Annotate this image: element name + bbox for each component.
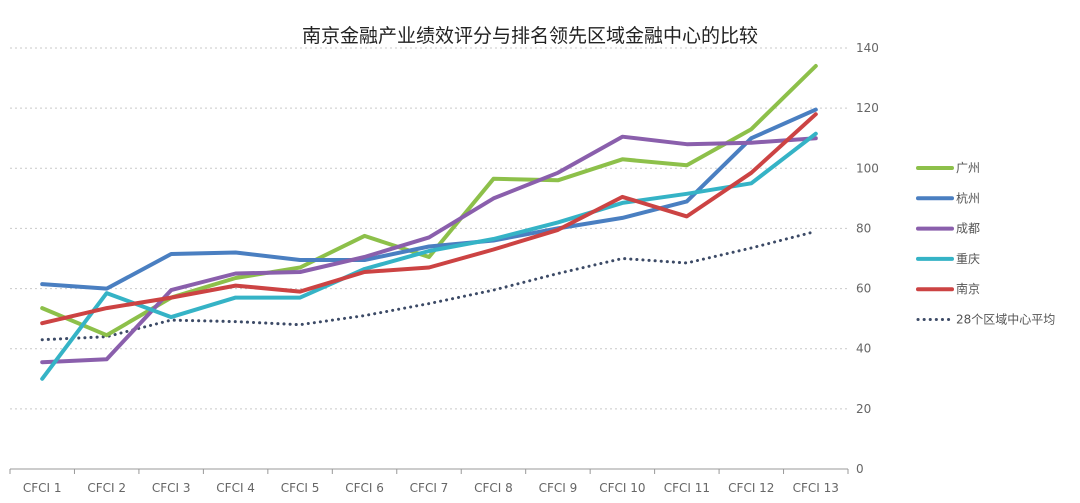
x-tick-label: CFCI 2 <box>87 481 126 495</box>
x-tick-label: CFCI 5 <box>281 481 320 495</box>
x-axis: CFCI 1 CFCI 2 CFCI 3 CFCI 4 CFCI 5 CFCI 6 CFCI… <box>9 468 849 495</box>
x-tick-label: CFCI 10 <box>599 481 645 495</box>
y-axis-ticks: 0 20 40 60 80 100 120 140 <box>856 41 879 476</box>
y-tick-label: 80 <box>856 221 871 235</box>
y-tick-label: 0 <box>856 462 864 476</box>
y-tick-label: 100 <box>856 161 879 175</box>
series-lines <box>40 64 818 381</box>
legend-label: 成都 <box>956 222 980 236</box>
y-tick-label: 40 <box>856 342 871 356</box>
y-tick-label: 120 <box>856 101 879 115</box>
x-tick-label: CFCI 9 <box>539 481 578 495</box>
chart-title: 南京金融产业绩效评分与排名领先区域金融中心的比较 <box>302 25 758 47</box>
x-tick-label: CFCI 7 <box>410 481 449 495</box>
x-tick-label: CFCI 4 <box>216 481 255 495</box>
series-line-4 <box>40 112 818 326</box>
series-line-0 <box>40 64 818 338</box>
legend-label: 南京 <box>956 281 980 296</box>
legend-label: 杭州 <box>956 190 980 205</box>
x-tick-label: CFCI 3 <box>152 481 191 495</box>
x-tick-label: CFCI 12 <box>728 481 774 495</box>
gridlines <box>10 47 848 410</box>
x-tick-label: CFCI 6 <box>345 481 384 495</box>
series-line-3 <box>40 131 818 381</box>
x-tick-label: CFCI 8 <box>474 481 513 495</box>
y-tick-label: 60 <box>856 282 871 296</box>
legend-label: 广州 <box>956 161 980 175</box>
legend-label: 28个区域中心平均 <box>956 312 1055 327</box>
series-line-5 <box>40 229 818 342</box>
series-line-1 <box>40 107 818 291</box>
x-tick-label: CFCI 1 <box>23 481 62 495</box>
legend-label: 重庆 <box>956 252 980 266</box>
y-tick-label: 20 <box>856 402 871 416</box>
x-tick-label: CFCI 13 <box>793 481 839 495</box>
series-line-2 <box>40 134 818 365</box>
y-tick-label: 140 <box>856 41 879 55</box>
x-tick-label: CFCI 11 <box>664 481 710 495</box>
